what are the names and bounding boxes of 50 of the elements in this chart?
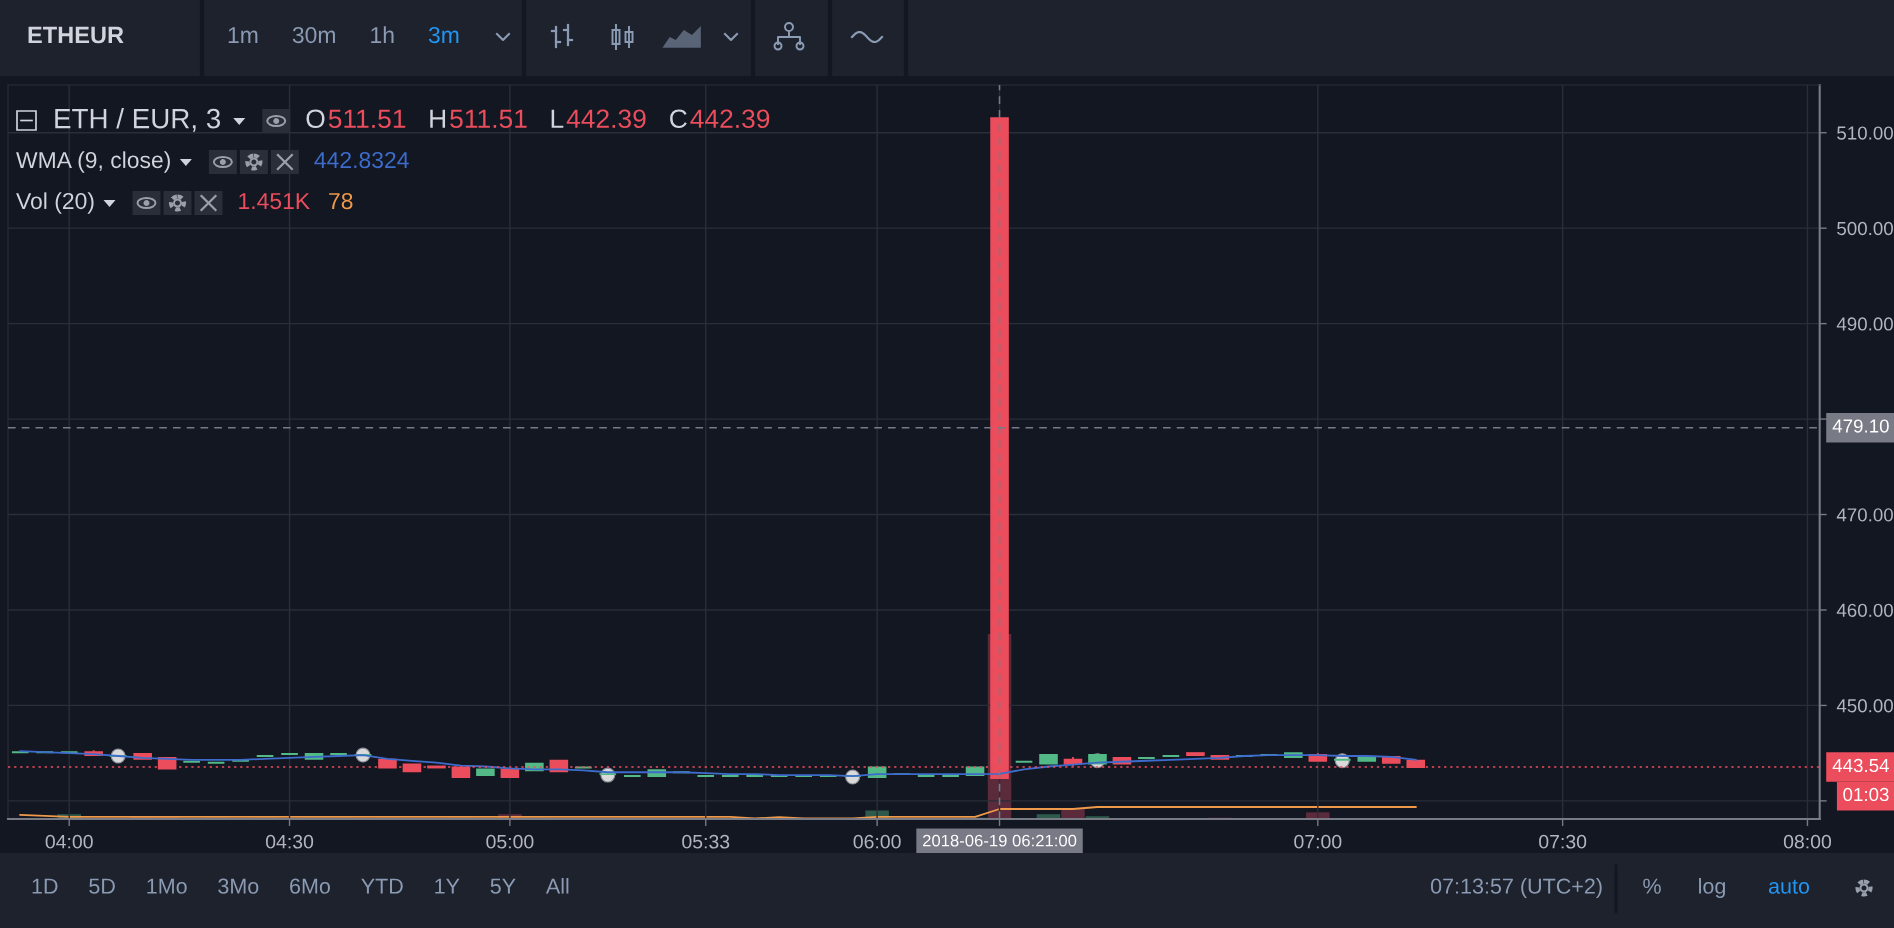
annotation: 442.39 [566,109,646,129]
annotation: 78 [329,192,353,210]
x-tick-label: 05:33 [682,834,730,849]
annotation: L [551,109,564,128]
annotation: 511.51 [328,109,406,129]
y-tick-label: 460.00 [1836,603,1893,617]
text: 3Mo [218,878,259,894]
text: 5Y [490,878,516,894]
text: 1D [32,878,58,894]
text: % [1643,878,1661,894]
annotation: WMA (9, close) [16,151,170,173]
text: 1Mo [147,878,187,894]
y-tick-label: 450.00 [1836,699,1893,713]
text: 1m [228,27,258,43]
y-tick-label: 500.00 [1837,221,1893,236]
text: 5D [89,878,115,894]
ref-line-label: 479.10 [1832,419,1889,433]
text: All [545,877,569,894]
annotation: H [430,109,446,128]
annotation: 442.39 [690,109,770,129]
y-tick-label: 490.00 [1836,317,1893,331]
text: 01:03 [1843,787,1889,802]
annotation: 511.51 [450,109,527,129]
text: 1h [371,26,394,43]
annotation: C [670,109,687,129]
ref-line-label: 443.54 [1832,758,1889,773]
y-tick-label: 510.00 [1837,126,1893,140]
text: YTD [361,878,403,894]
text: 07:13:57 (UTC+2) [1430,877,1602,899]
text: ETH / EUR, 3 [55,108,221,132]
x-tick-label: 07:00 [1294,834,1342,849]
annotation: Vol (20) [16,192,94,214]
text: 3m [428,26,459,44]
x-tick-label: 06:00 [853,834,901,849]
text: 30m [292,26,335,44]
x-tick-label: 04:30 [265,834,314,849]
x-tick-label: 08:00 [1783,834,1832,849]
x-tick-label: 05:00 [486,834,534,849]
annotation: O [306,109,325,129]
annotation: 1.451K [239,193,310,210]
chart-title: ETHEUR [28,26,124,44]
x-tick-label: 07:30 [1539,834,1587,849]
annotation: 442.8324 [314,151,409,169]
x-tick-label: 04:00 [45,834,93,849]
x-tick-label: 2018-06-19 06:21:00 [923,834,1077,847]
text: log [1699,877,1725,899]
text: auto [1768,879,1810,894]
text: 6Mo [290,878,330,894]
text: 1Y [435,878,460,894]
y-tick-label: 470.00 [1836,508,1893,522]
